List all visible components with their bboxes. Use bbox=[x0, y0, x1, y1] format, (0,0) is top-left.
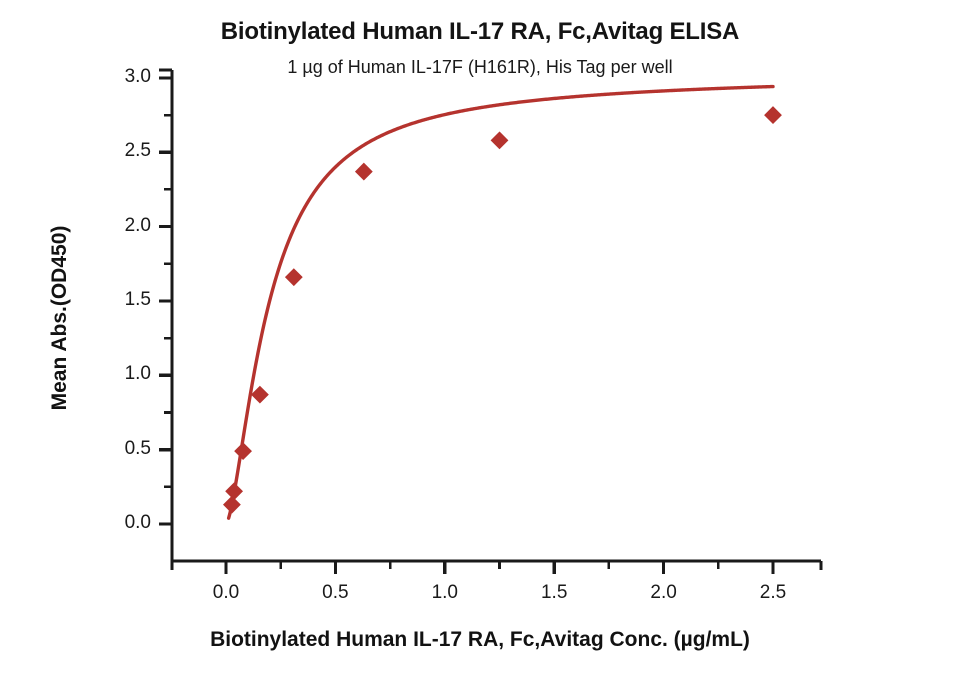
y-tick-label: 3.0 bbox=[124, 65, 151, 87]
x-tick-label: 1.5 bbox=[540, 582, 568, 603]
chart-subtitle: 1 µg of Human IL-17F (H161R), His Tag pe… bbox=[287, 57, 673, 77]
x-tick-label: 2.0 bbox=[650, 582, 677, 603]
y-tick-label: 0.0 bbox=[124, 512, 151, 533]
y-tick-label: 1.0 bbox=[124, 363, 151, 385]
data-point-marker bbox=[234, 442, 252, 461]
x-tick-label: 0.5 bbox=[322, 582, 349, 603]
data-point-marker bbox=[251, 385, 269, 404]
y-tick-label: 2.0 bbox=[124, 214, 151, 236]
data-point-marker bbox=[284, 268, 303, 287]
chart-title: Biotinylated Human IL-17 RA, Fc,Avitag E… bbox=[220, 18, 740, 45]
data-point-marker bbox=[354, 162, 373, 181]
data-point-marker bbox=[764, 106, 782, 124]
y-tick-label: 1.5 bbox=[124, 288, 151, 310]
y-tick-label: 0.5 bbox=[124, 437, 151, 459]
x-tick-label: 1.0 bbox=[431, 582, 458, 603]
x-axis-label: Biotinylated Human IL-17 RA, Fc,Avitag C… bbox=[210, 628, 750, 651]
fitted-curve bbox=[226, 84, 775, 520]
x-tick-label: 2.5 bbox=[759, 582, 787, 603]
axes bbox=[159, 68, 823, 574]
data-point-marker bbox=[223, 495, 241, 514]
data-point-marker bbox=[225, 482, 244, 501]
data-point-marker bbox=[490, 131, 509, 150]
x-tick-label: 0.0 bbox=[212, 582, 240, 603]
data-markers bbox=[223, 106, 782, 514]
y-tick-label: 2.5 bbox=[124, 140, 151, 162]
fitted-curve-path bbox=[226, 84, 775, 520]
